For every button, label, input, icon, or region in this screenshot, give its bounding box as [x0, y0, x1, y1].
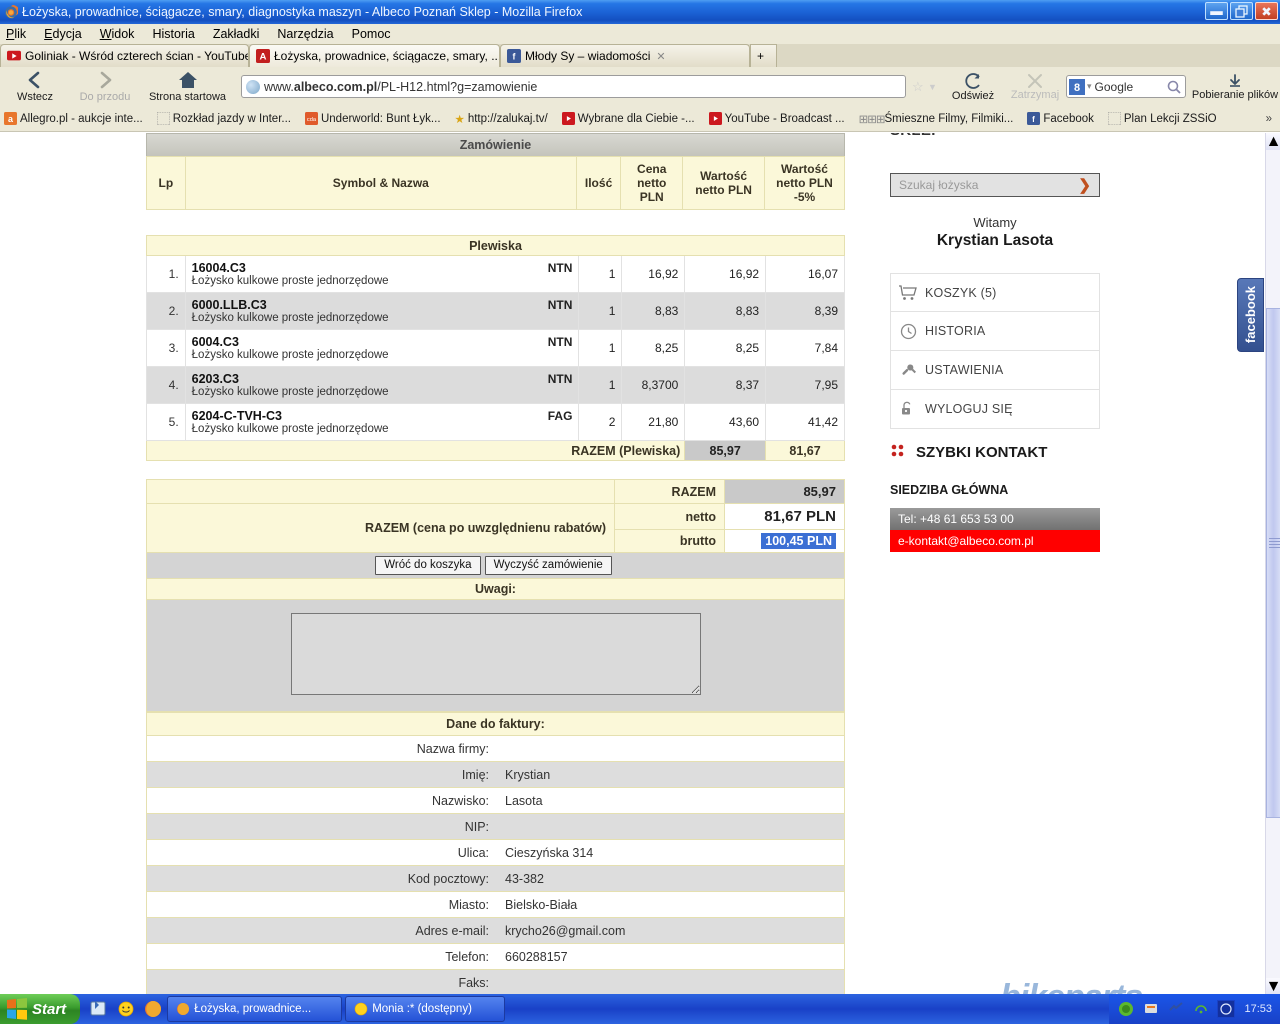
- svg-text:f: f: [1033, 115, 1036, 124]
- svg-text:8: 8: [1074, 82, 1080, 94]
- svg-text:cda: cda: [307, 117, 317, 123]
- svg-text:f: f: [513, 52, 516, 62]
- svg-text:A: A: [260, 52, 267, 63]
